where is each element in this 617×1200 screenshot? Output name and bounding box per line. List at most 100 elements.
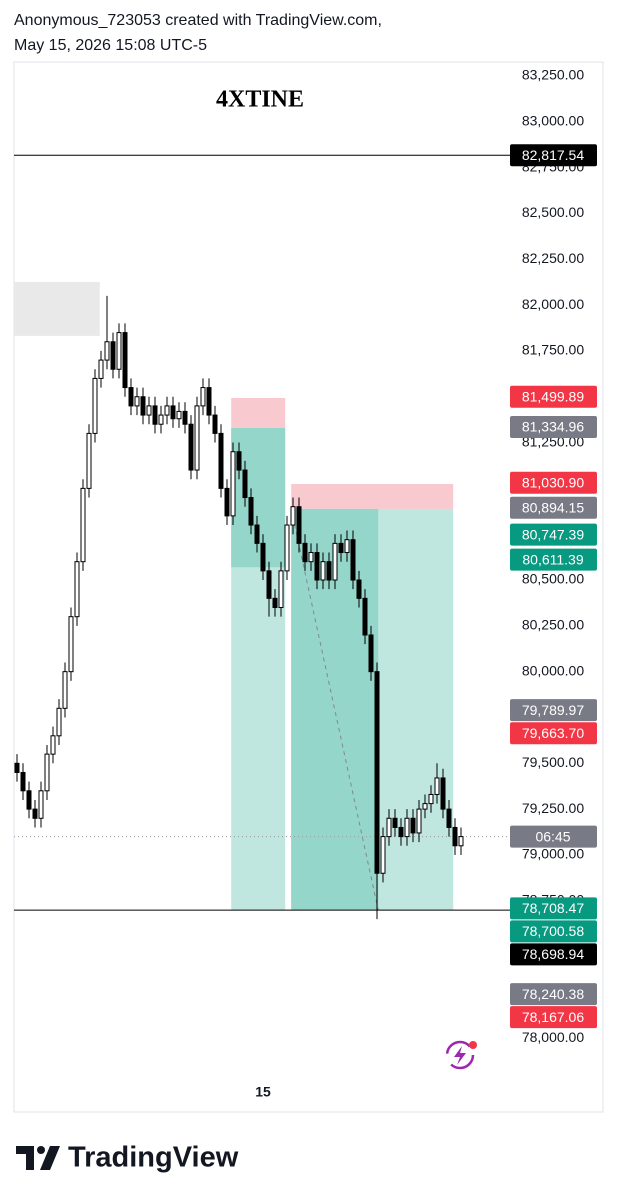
candle-body	[80, 487, 86, 563]
price-tag: 80,747.39	[510, 523, 597, 546]
candle-body	[368, 634, 374, 673]
price-tag-label: 78,700.58	[522, 923, 584, 939]
price-tag: 78,708.47	[510, 897, 597, 920]
candle-body	[110, 341, 116, 370]
candle-body	[38, 790, 44, 819]
ai-icon	[445, 1040, 477, 1070]
candle-body	[446, 808, 452, 828]
candle-body	[380, 836, 386, 874]
candle-body	[296, 506, 302, 544]
candle-body	[404, 817, 410, 838]
price-tag-label: 78,698.94	[522, 946, 584, 962]
y-tick-label: 80,250.00	[522, 617, 584, 633]
price-tag-label: 81,499.89	[522, 388, 584, 404]
price-tag-label: 80,747.39	[522, 526, 584, 542]
y-tick-label: 83,000.00	[522, 113, 584, 129]
candle-body	[32, 808, 38, 819]
candle-body	[74, 561, 80, 618]
price-tag-label: 80,611.39	[522, 551, 583, 567]
header-line: May 15, 2026 15:08 UTC-5	[14, 37, 207, 54]
y-tick-label: 79,000.00	[522, 846, 584, 862]
price-tag-label: 78,167.06	[522, 1009, 584, 1025]
candle-body	[86, 432, 92, 489]
candle-body	[248, 497, 254, 526]
candle-body	[188, 423, 194, 471]
zone-box	[14, 282, 100, 336]
price-tag-box	[510, 1006, 597, 1029]
candle-body	[116, 332, 122, 370]
candle-body	[68, 616, 74, 673]
plot	[14, 154, 510, 920]
price-tag-label: 06:45	[535, 828, 570, 844]
price-tag: 78,700.58	[510, 920, 597, 943]
candle-body	[362, 597, 368, 636]
candle-body	[194, 405, 200, 471]
candle-body	[338, 542, 344, 554]
candle-body	[458, 836, 464, 847]
price-tag-label: 82,817.54	[522, 147, 584, 163]
candle-body	[152, 405, 158, 425]
candle-body	[176, 410, 182, 420]
candle-body	[182, 410, 188, 425]
candle-body	[164, 405, 170, 416]
price-tag: 78,240.38	[510, 983, 597, 1006]
price-tag-box	[510, 471, 597, 494]
header-line: Anonymous_723053 created with TradingVie…	[14, 12, 382, 29]
chart-title: 4XTINE	[216, 87, 304, 113]
price-tag: 81,499.89	[510, 385, 597, 408]
candle-body	[344, 539, 350, 554]
candle-body	[416, 808, 422, 834]
price-tag: 80,611.39	[510, 548, 597, 571]
price-tag-label: 78,240.38	[522, 986, 584, 1002]
price-tag-box	[510, 699, 597, 722]
candle-body	[98, 359, 104, 379]
candle-body	[140, 396, 146, 416]
price-tag-box	[510, 825, 597, 848]
candle-body	[350, 539, 356, 581]
y-tick-label: 78,000.00	[522, 1029, 584, 1045]
candle-body	[230, 451, 236, 517]
price-tag-box	[510, 496, 597, 519]
price-tag-box	[510, 523, 597, 546]
candle-body	[200, 387, 206, 407]
candle-body	[62, 671, 68, 709]
y-tick-label: 80,500.00	[522, 571, 584, 587]
price-tag-box	[510, 385, 597, 408]
candle-body	[254, 524, 260, 544]
candle-body	[170, 405, 176, 420]
price-tag-box	[510, 415, 597, 438]
candle-body	[422, 803, 428, 810]
candle-body	[374, 671, 380, 874]
price-tag-label: 80,894.15	[522, 499, 584, 515]
candle-body	[326, 561, 332, 581]
price-tag: 79,789.97	[510, 699, 597, 722]
y-tick-label: 81,750.00	[522, 342, 584, 358]
price-tag-box	[510, 548, 597, 571]
candle-body	[356, 579, 362, 599]
price-tag: 06:45	[510, 825, 597, 848]
x-tick-label: 15	[255, 1084, 271, 1100]
candle-body	[218, 432, 224, 489]
price-tag-label: 79,663.70	[522, 725, 584, 741]
candle-body	[314, 552, 320, 581]
brand-name: TradingView	[68, 1142, 239, 1174]
candle-body	[272, 597, 278, 609]
candle-body	[290, 506, 296, 526]
candle-body	[14, 762, 20, 773]
price-tag: 82,817.54	[510, 144, 597, 167]
candle-body	[284, 524, 290, 572]
candle-body	[278, 570, 284, 609]
price-tag-box	[510, 144, 597, 167]
price-tag-box	[510, 897, 597, 920]
candle-body	[206, 387, 212, 416]
candle-body	[224, 487, 230, 517]
price-tag: 79,663.70	[510, 722, 597, 745]
zone-box	[231, 427, 286, 568]
y-tick-label: 79,500.00	[522, 754, 584, 770]
candle-body	[242, 469, 248, 499]
candle-body	[302, 542, 308, 563]
candle-body	[20, 771, 26, 792]
candle-body	[428, 793, 434, 805]
candle-body	[128, 387, 134, 407]
